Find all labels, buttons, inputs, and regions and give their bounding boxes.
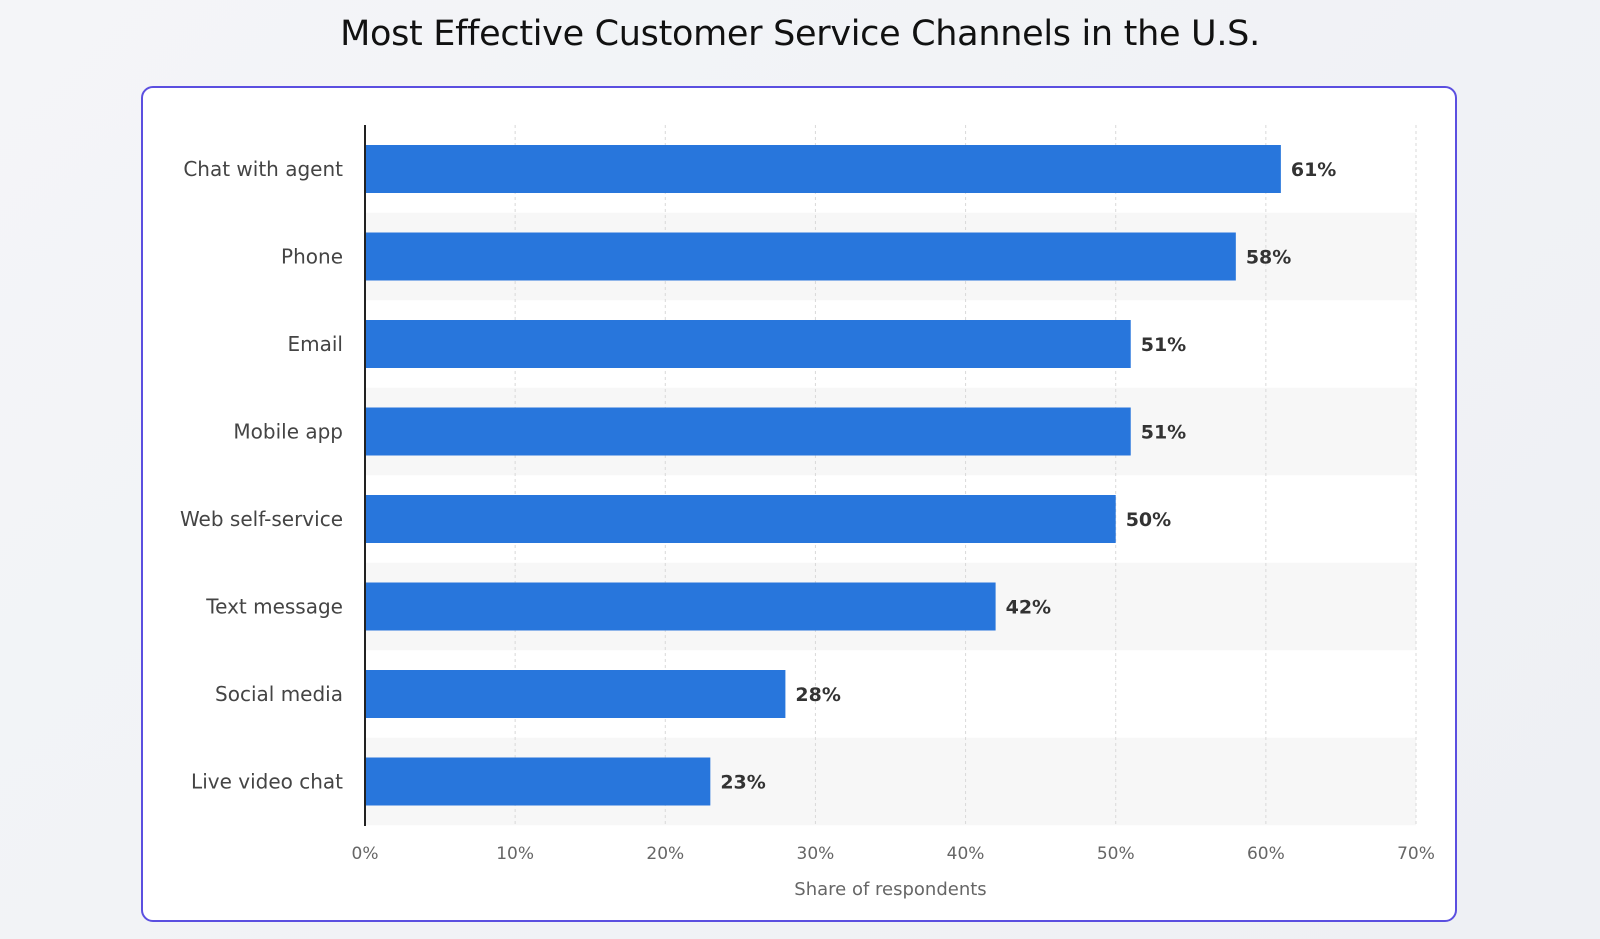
tick-labels: 0% 10% 20% 30% 40% 50% 60% 70% bbox=[352, 844, 1435, 864]
x-tick-label: 40% bbox=[947, 844, 985, 864]
bar bbox=[365, 757, 711, 806]
category-label: Social media bbox=[215, 682, 343, 706]
bar bbox=[365, 582, 996, 631]
bar bbox=[365, 232, 1236, 281]
page-title: Most Effective Customer Service Channels… bbox=[340, 14, 1260, 54]
category-label: Email bbox=[288, 332, 344, 356]
category-label: Chat with agent bbox=[183, 157, 343, 181]
value-label: 58% bbox=[1246, 247, 1291, 269]
bar bbox=[365, 495, 1116, 543]
value-label: 23% bbox=[720, 772, 765, 794]
value-label: 61% bbox=[1291, 159, 1336, 181]
category-label: Text message bbox=[205, 595, 343, 619]
bar bbox=[365, 320, 1131, 368]
category-label: Mobile app bbox=[233, 420, 343, 444]
x-tick-label: 70% bbox=[1397, 844, 1435, 864]
category-label: Web self-service bbox=[180, 507, 343, 531]
bar bbox=[365, 407, 1131, 456]
x-tick-label: 60% bbox=[1247, 844, 1285, 864]
x-tick-label: 30% bbox=[797, 844, 835, 864]
value-label: 28% bbox=[795, 684, 840, 706]
x-tick-label: 10% bbox=[496, 844, 534, 864]
bar bbox=[365, 145, 1281, 193]
value-label: 51% bbox=[1141, 334, 1186, 356]
value-label: 50% bbox=[1126, 509, 1171, 531]
x-tick-label: 50% bbox=[1097, 844, 1135, 864]
value-label: 42% bbox=[1006, 597, 1051, 619]
x-axis-title: Share of respondents bbox=[794, 879, 986, 900]
category-labels: Chat with agent Phone Email Mobile app Web s… bbox=[180, 157, 343, 794]
bars bbox=[365, 145, 1281, 806]
category-label: Live video chat bbox=[191, 770, 343, 794]
x-tick-label: 20% bbox=[646, 844, 684, 864]
x-tick-label: 0% bbox=[352, 844, 379, 864]
category-label: Phone bbox=[281, 245, 343, 269]
value-label: 51% bbox=[1141, 422, 1186, 444]
value-labels: 61% 58% 51% 51% 50% 42% 28% 23% bbox=[720, 159, 1336, 794]
bar bbox=[365, 670, 786, 718]
